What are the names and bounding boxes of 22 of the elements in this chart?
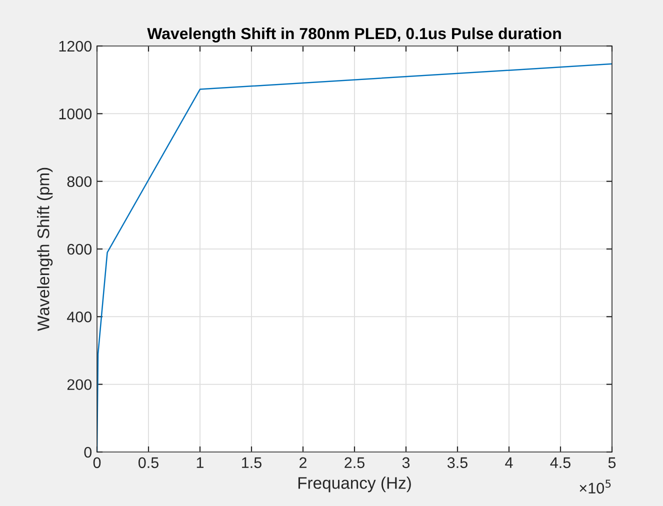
y-tick-label: 1200 [59, 40, 92, 52]
x-tick-label: 5 [608, 457, 616, 468]
x-tick-label: 3.5 [447, 457, 468, 468]
x-tick-label: 4 [505, 457, 513, 468]
y-tick-label: 400 [67, 312, 92, 322]
y-tick-label: 800 [67, 176, 92, 188]
text: ×10$^{5}$ [580, 480, 611, 494]
y-tick-label: 1000 [59, 108, 92, 120]
x-tick-label: 1.5 [242, 457, 262, 468]
y-axis-title: Wavelength Shift (pm) [37, 168, 53, 332]
x-tick-label: 3 [402, 457, 410, 468]
x-axis-title: Frequancy (Hz) [298, 476, 411, 492]
y-tick-label: 600 [67, 244, 92, 255]
x-tick-label: 0 [93, 457, 101, 468]
x-tick-label: 1 [196, 457, 204, 468]
y-tick-label: 200 [67, 379, 92, 390]
x-tick-label: 0.5 [138, 457, 158, 468]
y-tick-label: 0 [84, 446, 92, 458]
x-tick-label: 2.5 [344, 457, 364, 468]
x-tick-label: 4.5 [550, 457, 570, 468]
chart-title: Wavelength Shift in 780nm PLED, 0.1us Pulse duration [147, 27, 561, 42]
x-tick-label: 2 [300, 457, 306, 468]
